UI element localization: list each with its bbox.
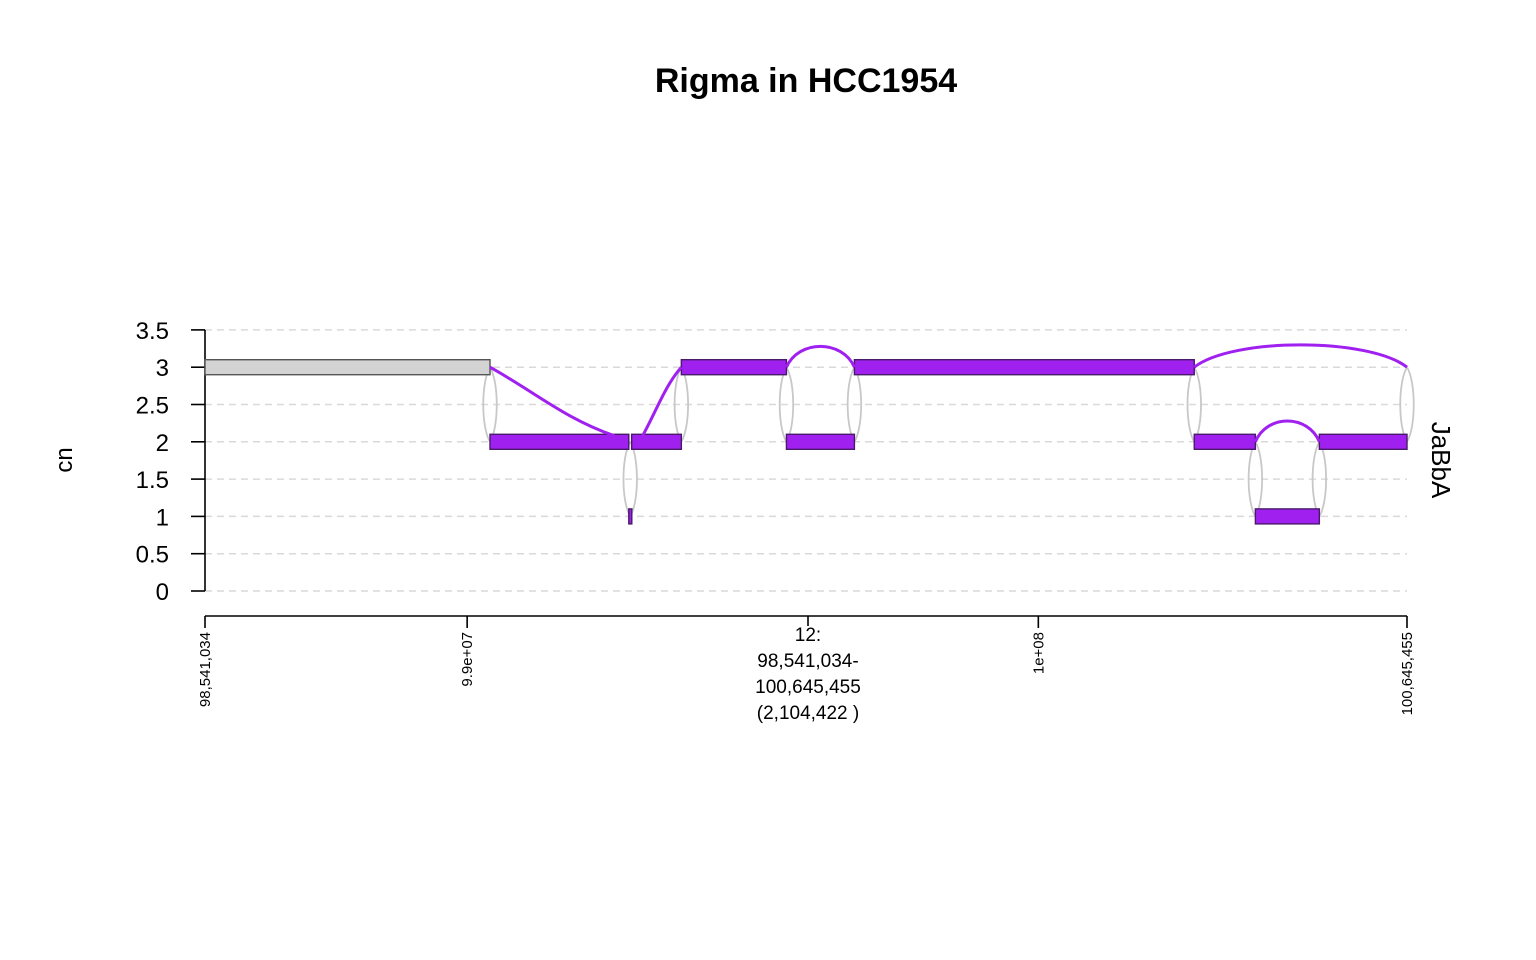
y-tick-label: 3 — [156, 355, 169, 382]
segment — [630, 433, 683, 450]
segment — [489, 433, 630, 450]
y-tick-label: 0.5 — [136, 542, 169, 569]
region-label: 12: 98,541,034- 100,645,455 (2,104,422 ) — [755, 625, 861, 724]
reference-edge — [1406, 366, 1415, 443]
region-label-line: 12: — [795, 625, 821, 646]
alternate-edges — [489, 343, 1408, 443]
y-axis: 0 0.5 1 1.5 2 2.5 3 3.5 — [136, 318, 206, 606]
chart-title: Rigma in HCC1954 — [655, 62, 957, 100]
region-label-line: 98,541,034- — [757, 651, 858, 672]
segment — [1318, 433, 1408, 450]
x-tick-label: 98,541,034 — [197, 632, 214, 707]
y-tick-label: 1.5 — [136, 467, 169, 494]
alternate-edge — [1253, 419, 1321, 443]
y-tick-label: 1 — [156, 504, 169, 531]
y-tick-label: 2 — [156, 430, 169, 457]
alternate-edge — [1193, 343, 1408, 369]
region-label-line: 100,645,455 — [755, 677, 861, 698]
segment — [1193, 433, 1257, 450]
copy-number-segments — [204, 359, 1408, 525]
x-tick-label: 9.9e+07 — [459, 632, 476, 687]
alternate-edge — [489, 365, 616, 438]
segment — [853, 359, 1195, 376]
y-tick-label: 2.5 — [136, 393, 169, 420]
x-tick-label: 1e+08 — [1030, 632, 1047, 674]
x-tick-label: 100,645,455 — [1399, 632, 1416, 715]
x-axis: 98,541,034 9.9e+07 1e+08 100,645,455 — [197, 615, 1416, 715]
y-tick-label: 3.5 — [136, 318, 169, 345]
segment — [628, 508, 633, 525]
segment — [1254, 508, 1321, 525]
region-label-line: (2,104,422 ) — [757, 703, 859, 724]
alternate-edge — [640, 366, 683, 439]
segment — [204, 359, 491, 376]
track-label: JaBbA — [1426, 422, 1456, 499]
segment — [785, 433, 856, 450]
y-axis-label: cn — [51, 447, 78, 472]
segment — [680, 359, 788, 376]
y-tick-label: 0 — [156, 579, 169, 606]
alternate-edge — [785, 345, 856, 368]
